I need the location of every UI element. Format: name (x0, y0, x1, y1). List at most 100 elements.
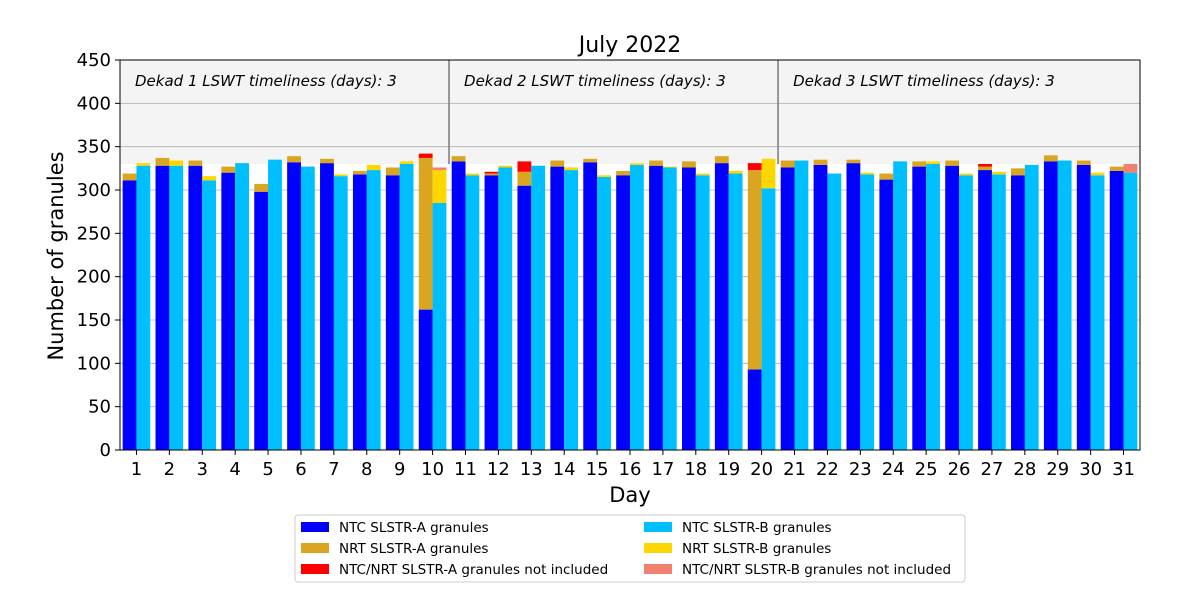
bar-nrt-a-day-21 (780, 160, 795, 168)
x-tick-label: 5 (262, 459, 273, 480)
x-tick-label: 2 (164, 459, 175, 480)
bar-ntc-a-day-4 (221, 172, 236, 450)
bar-nrt-a-day-14 (550, 160, 565, 167)
bar-nrt-a-day-15 (583, 158, 598, 163)
x-tick-label: 29 (1046, 459, 1069, 480)
bar-ntc-a-day-1 (122, 180, 137, 450)
bar-ntc-a-day-11 (451, 161, 466, 450)
bar-nrt-a-day-26 (945, 160, 960, 166)
legend-entry-nrt-a: NRT SLSTR-A granules (339, 541, 488, 557)
y-tick-label: 450 (77, 50, 111, 71)
x-tick-label: 30 (1079, 459, 1102, 480)
x-tick-label: 4 (229, 459, 240, 480)
bar-nrt-b-day-23 (860, 172, 875, 175)
bar-nrt-b-day-30 (1090, 172, 1105, 176)
bar-nrt-a-day-10 (418, 157, 433, 310)
x-axis-label: Day (609, 483, 650, 507)
bar-ntc-b-day-19 (728, 173, 743, 451)
bar-nrt-b-day-26 (959, 173, 973, 176)
bar-ntc-b-day-4 (235, 163, 249, 450)
x-tick-label: 11 (454, 459, 477, 480)
legend-swatch-nrt-a (301, 543, 329, 553)
bar-nrt-a-day-8 (352, 170, 367, 175)
bar-ntc-a-day-27 (978, 170, 992, 451)
y-tick-label: 250 (77, 223, 111, 244)
bar-excl-b-day-31 (1123, 164, 1138, 173)
bar-ntc-b-day-17 (662, 167, 677, 450)
plot-area: Dekad 1 LSWT timeliness (days): 3 Dekad 2… (77, 50, 1141, 480)
x-tick-label: 14 (553, 459, 576, 480)
x-tick-label: 6 (295, 459, 306, 480)
dekad-label-1: Dekad 1 LSWT timeliness (days): 3 (135, 72, 397, 90)
bar-ntc-a-day-23 (846, 163, 861, 450)
bar-nrt-a-day-16 (616, 170, 630, 176)
bar-ntc-a-day-13 (517, 185, 532, 450)
bar-ntc-b-day-8 (366, 170, 381, 451)
bar-ntc-b-day-9 (399, 164, 414, 450)
bar-nrt-b-day-3 (202, 176, 217, 181)
legend-swatch-ntc-a (301, 522, 329, 532)
x-tick-label: 12 (487, 459, 510, 480)
bar-ntc-b-day-24 (893, 161, 908, 450)
y-tick-label: 150 (77, 310, 111, 331)
bar-nrt-b-day-15 (597, 175, 611, 177)
bar-ntc-b-day-21 (794, 160, 809, 451)
y-tick-label: 100 (77, 353, 111, 374)
dekad-label-3: Dekad 3 LSWT timeliness (days): 3 (793, 72, 1055, 90)
bar-nrt-a-day-3 (188, 160, 203, 166)
bar-nrt-a-day-7 (320, 158, 334, 164)
bar-ntc-b-day-29 (1057, 160, 1072, 451)
x-tick-label: 10 (421, 459, 444, 480)
bar-ntc-b-day-1 (136, 165, 151, 450)
bar-nrt-a-day-25 (912, 161, 927, 167)
bar-ntc-a-day-18 (681, 167, 696, 450)
bar-nrt-a-day-24 (879, 173, 894, 180)
bar-ntc-b-day-6 (300, 166, 315, 450)
x-tick-label: 16 (619, 459, 642, 480)
bar-ntc-a-day-7 (320, 163, 334, 450)
bar-ntc-b-day-18 (695, 175, 710, 450)
bar-ntc-a-day-2 (155, 165, 170, 450)
bar-ntc-b-day-16 (630, 164, 644, 450)
legend-swatch-excl-a (301, 564, 329, 574)
bar-ntc-a-day-10 (418, 309, 433, 450)
bar-ntc-a-day-24 (879, 179, 894, 450)
bar-nrt-a-day-30 (1076, 160, 1091, 165)
legend-swatch-excl-b (644, 564, 672, 574)
bar-ntc-a-day-30 (1076, 164, 1091, 450)
bar-nrt-b-day-27 (991, 171, 1006, 175)
x-tick-label: 17 (651, 459, 674, 480)
bar-ntc-b-day-26 (959, 175, 973, 450)
bar-ntc-a-day-25 (912, 166, 927, 450)
bar-ntc-a-day-8 (352, 174, 367, 450)
bar-nrt-a-day-4 (221, 166, 236, 173)
y-tick-label: 200 (77, 267, 111, 288)
x-tick-label: 22 (816, 459, 839, 480)
bar-nrt-a-day-9 (385, 167, 400, 176)
bar-nrt-b-day-1 (136, 163, 151, 166)
legend-entry-excl-a: NTC/NRT SLSTR-A granules not included (339, 562, 608, 578)
bar-nrt-a-day-19 (714, 156, 729, 164)
bar-nrt-b-day-25 (926, 161, 940, 164)
bar-ntc-b-day-3 (202, 180, 217, 450)
x-tick-label: 21 (783, 459, 806, 480)
bar-ntc-b-day-5 (268, 159, 282, 450)
bar-ntc-a-day-28 (1011, 175, 1025, 450)
bar-nrt-b-day-20 (761, 158, 776, 189)
bar-ntc-b-day-27 (991, 174, 1006, 450)
bar-excl-a-day-12 (484, 171, 499, 174)
bar-ntc-a-day-9 (385, 175, 400, 450)
bar-ntc-a-day-19 (714, 163, 729, 450)
bar-ntc-a-day-31 (1109, 170, 1124, 450)
bar-nrt-b-day-12 (498, 165, 513, 168)
y-tick-label: 300 (77, 180, 111, 201)
y-tick-label: 0 (100, 440, 111, 461)
bar-nrt-a-day-12 (484, 173, 499, 176)
bar-nrt-b-day-10 (432, 170, 447, 203)
bar-nrt-a-day-6 (287, 156, 301, 163)
bar-ntc-b-day-31 (1123, 172, 1138, 450)
bar-nrt-b-day-18 (695, 173, 710, 176)
x-tick-label: 28 (1013, 459, 1036, 480)
x-tick-label: 19 (717, 459, 740, 480)
